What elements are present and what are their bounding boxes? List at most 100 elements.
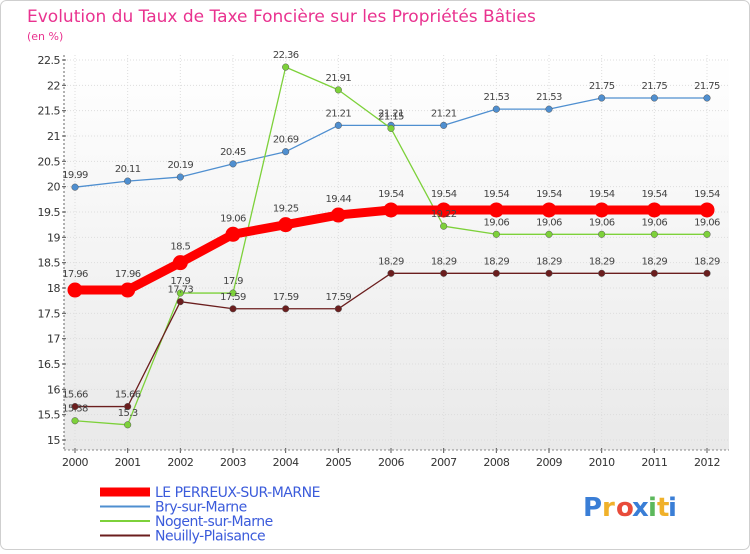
x-tick-label: 2001 — [115, 456, 141, 469]
y-tick-label: 16 — [47, 383, 60, 396]
y-tick-label: 18.5 — [38, 257, 61, 270]
legend-label: LE PERREUX-SUR-MARNE — [155, 485, 320, 501]
y-tick-label: 15.5 — [38, 409, 61, 422]
data-point — [225, 226, 241, 242]
data-point — [124, 403, 132, 411]
data-label: 21.21 — [378, 108, 404, 119]
y-tick-label: 17 — [47, 333, 60, 346]
data-label: 19.22 — [431, 209, 457, 220]
data-point — [598, 94, 606, 102]
data-point — [703, 269, 711, 277]
y-tick-label: 22 — [47, 79, 60, 92]
data-label: 21.53 — [536, 92, 562, 103]
data-point — [282, 305, 290, 313]
data-point — [488, 202, 504, 218]
y-tick-label: 18 — [47, 282, 60, 295]
brand-letter: i — [648, 493, 657, 523]
data-point — [278, 217, 294, 233]
brand-letter: i — [668, 493, 677, 523]
data-label: 19.99 — [62, 170, 88, 181]
x-tick-label: 2007 — [431, 456, 457, 469]
data-point — [334, 121, 342, 129]
y-tick-label: 20 — [47, 181, 60, 194]
data-point — [703, 94, 711, 102]
brand-letter: r — [602, 493, 615, 523]
brand-letter: x — [632, 493, 649, 523]
data-label: 19.54 — [589, 189, 615, 200]
data-label: 17.73 — [168, 285, 194, 296]
data-point — [172, 255, 188, 271]
data-point — [176, 173, 184, 181]
data-label: 21.91 — [326, 73, 352, 84]
chart-subtitle: (en %) — [27, 30, 63, 43]
data-point — [492, 269, 500, 277]
data-point — [120, 282, 136, 298]
data-label: 15.38 — [62, 404, 88, 415]
data-point — [492, 230, 500, 238]
data-label: 21.75 — [694, 81, 720, 92]
data-point — [703, 230, 711, 238]
x-tick-label: 2009 — [536, 456, 562, 469]
data-point — [124, 177, 132, 185]
data-label: 19.54 — [642, 189, 668, 200]
data-label: 19.54 — [484, 189, 510, 200]
x-tick-label: 2012 — [694, 456, 720, 469]
data-label: 15.3 — [118, 408, 138, 419]
data-point — [541, 202, 557, 218]
y-tick-label: 19.5 — [38, 206, 61, 219]
data-label: 18.5 — [170, 242, 190, 253]
data-label: 19.54 — [378, 189, 404, 200]
data-point — [650, 230, 658, 238]
data-label: 21.53 — [484, 92, 510, 103]
data-point — [440, 269, 448, 277]
x-tick-label: 2003 — [220, 456, 246, 469]
x-tick-label: 2008 — [483, 456, 509, 469]
plot-area — [64, 55, 729, 450]
data-point — [383, 202, 399, 218]
data-label: 17.59 — [273, 292, 299, 303]
brand-letter: t — [657, 493, 669, 523]
data-labels: 17.96 17.96 18.5 19.06 19.25 19.44 19.54 19.54 1… — [62, 50, 720, 419]
data-point — [436, 202, 452, 218]
data-label: 15.66 — [115, 390, 141, 401]
data-label: 19.25 — [273, 204, 299, 215]
data-label: 19.06 — [694, 217, 720, 228]
y-tick-label: 22.5 — [38, 54, 61, 67]
data-point — [71, 183, 79, 191]
data-label: 18.29 — [589, 256, 615, 267]
data-point — [334, 305, 342, 313]
data-point — [545, 230, 553, 238]
data-label: 19.44 — [326, 194, 352, 205]
data-label: 19.54 — [431, 189, 457, 200]
x-tick-label: 2006 — [378, 456, 404, 469]
data-point — [229, 160, 237, 168]
data-point — [67, 282, 83, 298]
data-point — [598, 230, 606, 238]
data-label: 20.19 — [168, 160, 194, 171]
y-tick-label: 20.5 — [38, 155, 61, 168]
data-point — [650, 269, 658, 277]
legend-label: Bry-sur-Marne — [155, 500, 247, 516]
data-label: 21.15 — [378, 111, 404, 122]
data-point — [334, 86, 342, 94]
legend-label: Nogent-sur-Marne — [155, 514, 273, 530]
brand-letter: o — [616, 493, 634, 523]
data-label: 21.21 — [326, 108, 352, 119]
data-point — [440, 121, 448, 129]
data-point — [71, 403, 79, 411]
data-label: 19.06 — [642, 217, 668, 228]
y-tick-label: 21 — [47, 130, 60, 143]
data-label: 18.29 — [694, 256, 720, 267]
x-tick-label: 2002 — [167, 456, 193, 469]
data-label: 21.21 — [431, 108, 457, 119]
x-tick-label: 2005 — [325, 456, 351, 469]
data-label: 21.75 — [589, 81, 615, 92]
data-point — [71, 417, 79, 425]
data-point — [176, 289, 184, 297]
data-label: 18.29 — [431, 256, 457, 267]
data-label: 18.29 — [378, 256, 404, 267]
x-tick-label: 2011 — [641, 456, 667, 469]
data-label: 18.29 — [536, 256, 562, 267]
y-tick-label: 15 — [47, 434, 60, 447]
